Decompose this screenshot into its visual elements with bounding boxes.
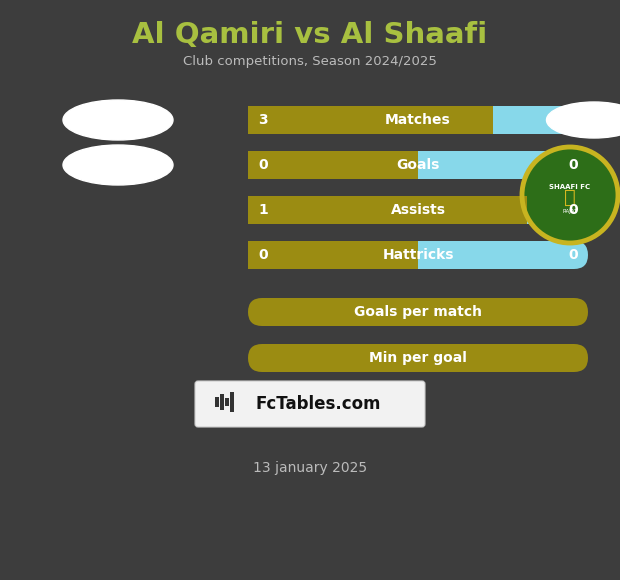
FancyBboxPatch shape bbox=[248, 196, 527, 224]
Text: 1: 1 bbox=[258, 203, 268, 217]
Text: Min per goal: Min per goal bbox=[369, 351, 467, 365]
Text: 0: 0 bbox=[258, 158, 268, 172]
Text: SHAAFI FC: SHAAFI FC bbox=[549, 184, 591, 190]
FancyBboxPatch shape bbox=[225, 398, 229, 406]
Text: 0: 0 bbox=[568, 203, 578, 217]
Text: Goals per match: Goals per match bbox=[354, 305, 482, 319]
Ellipse shape bbox=[546, 102, 620, 138]
FancyBboxPatch shape bbox=[220, 394, 223, 410]
Text: Goals: Goals bbox=[396, 158, 440, 172]
Text: Al Qamiri vs Al Shaafi: Al Qamiri vs Al Shaafi bbox=[133, 21, 487, 49]
FancyBboxPatch shape bbox=[248, 151, 588, 179]
Text: Hattricks: Hattricks bbox=[383, 248, 454, 262]
Text: Matches: Matches bbox=[385, 113, 451, 127]
FancyBboxPatch shape bbox=[248, 196, 276, 224]
FancyBboxPatch shape bbox=[248, 196, 588, 224]
Text: 3: 3 bbox=[258, 113, 268, 127]
Text: Assists: Assists bbox=[391, 203, 446, 217]
Text: 0: 0 bbox=[568, 158, 578, 172]
FancyBboxPatch shape bbox=[248, 241, 418, 269]
FancyBboxPatch shape bbox=[215, 397, 218, 407]
Circle shape bbox=[522, 147, 618, 243]
Ellipse shape bbox=[63, 100, 173, 140]
Text: 13 january 2025: 13 january 2025 bbox=[253, 461, 367, 475]
Ellipse shape bbox=[63, 145, 173, 185]
FancyBboxPatch shape bbox=[230, 392, 234, 412]
FancyBboxPatch shape bbox=[248, 106, 276, 134]
Text: FcTables.com: FcTables.com bbox=[255, 395, 381, 413]
FancyBboxPatch shape bbox=[248, 106, 493, 134]
FancyBboxPatch shape bbox=[248, 151, 418, 179]
FancyBboxPatch shape bbox=[248, 298, 588, 326]
FancyBboxPatch shape bbox=[195, 381, 425, 427]
FancyBboxPatch shape bbox=[248, 344, 588, 372]
Text: 0: 0 bbox=[258, 248, 268, 262]
Text: 0: 0 bbox=[568, 248, 578, 262]
Text: 🦅: 🦅 bbox=[564, 187, 576, 206]
FancyBboxPatch shape bbox=[248, 106, 588, 134]
Text: 1: 1 bbox=[568, 113, 578, 127]
FancyBboxPatch shape bbox=[248, 241, 588, 269]
Text: RAJAT: RAJAT bbox=[562, 208, 578, 213]
Text: Club competitions, Season 2024/2025: Club competitions, Season 2024/2025 bbox=[183, 56, 437, 68]
FancyBboxPatch shape bbox=[248, 151, 276, 179]
FancyBboxPatch shape bbox=[248, 241, 276, 269]
